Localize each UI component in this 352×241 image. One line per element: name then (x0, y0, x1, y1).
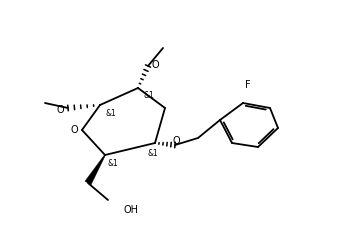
Text: O: O (152, 60, 159, 70)
Text: OH: OH (123, 205, 138, 215)
Text: O: O (56, 105, 64, 115)
Polygon shape (85, 155, 106, 185)
Text: &1: &1 (108, 159, 119, 167)
Text: &1: &1 (147, 148, 158, 158)
Text: F: F (245, 80, 251, 90)
Text: O: O (172, 136, 180, 146)
Text: &1: &1 (143, 92, 154, 100)
Text: &1: &1 (105, 108, 116, 118)
Text: O: O (70, 125, 78, 135)
